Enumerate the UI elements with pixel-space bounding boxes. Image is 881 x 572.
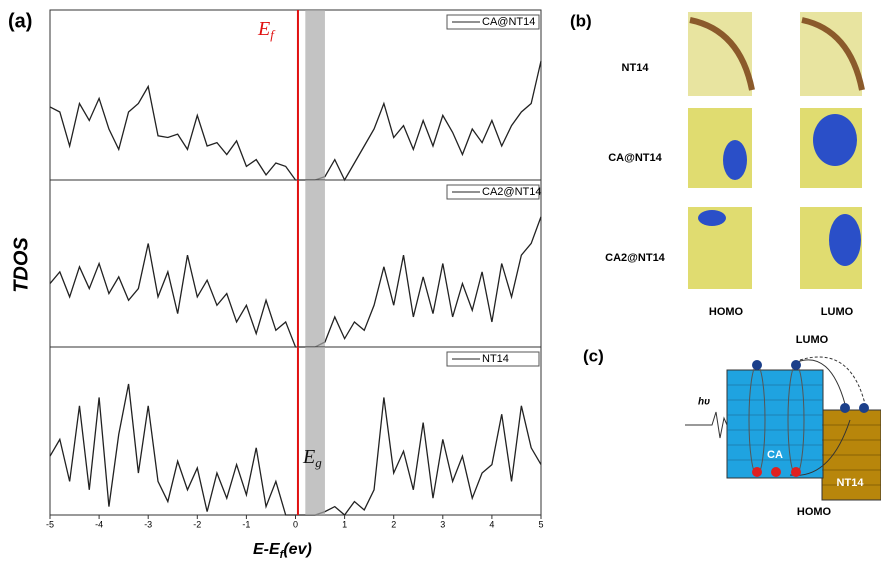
panel-label: (c) xyxy=(583,346,604,365)
orbital-image xyxy=(813,114,857,166)
x-tick-label: -1 xyxy=(242,519,250,529)
row-label: CA2@NT14 xyxy=(605,252,666,264)
x-tick-label: -2 xyxy=(193,519,201,529)
annotation: Eg xyxy=(302,446,322,470)
x-tick-label: 1 xyxy=(342,519,347,529)
x-tick-label: -5 xyxy=(46,519,54,529)
gap-band xyxy=(305,180,325,347)
dos-line xyxy=(49,383,542,516)
row-label: CA@NT14 xyxy=(608,152,662,164)
annotation-sub: g xyxy=(315,455,322,470)
legend-label: CA2@NT14 xyxy=(482,186,541,198)
orbital-image xyxy=(723,140,747,180)
plot-frame xyxy=(49,179,542,348)
transfer-arrow xyxy=(799,356,866,405)
x-axis-label-sub: f xyxy=(280,549,285,561)
hole xyxy=(752,467,762,477)
row-label: NT14 xyxy=(622,62,650,74)
x-tick-label: 3 xyxy=(440,519,445,529)
x-tick-label: 2 xyxy=(391,519,396,529)
hole xyxy=(771,467,781,477)
hole xyxy=(791,467,801,477)
x-tick-label: 5 xyxy=(538,519,543,529)
plot-frame xyxy=(49,9,542,181)
lumo-label: LUMO xyxy=(796,334,829,346)
homo-label: HOMO xyxy=(797,506,832,518)
electron xyxy=(791,360,801,370)
light-wave xyxy=(685,411,728,439)
electron xyxy=(752,360,762,370)
x-tick-label: -3 xyxy=(144,519,152,529)
orbital-image xyxy=(689,17,755,91)
dos-line xyxy=(49,216,542,348)
annotation-text: E xyxy=(257,18,270,40)
plot-frame xyxy=(49,346,542,516)
donor-box xyxy=(726,369,824,479)
legend-box xyxy=(446,14,540,30)
x-tick-label: -4 xyxy=(95,519,103,529)
light-label: hυ xyxy=(698,397,710,408)
gap-band xyxy=(305,347,325,515)
orbital-image xyxy=(829,214,861,266)
panel-label: (b) xyxy=(570,11,592,30)
transfer-arrow xyxy=(796,359,846,405)
legend-label: NT14 xyxy=(482,353,509,365)
x-tick-label: 0 xyxy=(293,519,298,529)
orbital-image xyxy=(698,210,726,226)
x-axis-label-text: E-E xyxy=(253,541,281,558)
donor-label: CA xyxy=(767,449,783,461)
acceptor-label: NT14 xyxy=(837,477,865,489)
column-label: LUMO xyxy=(821,306,854,318)
dos-line xyxy=(49,60,542,182)
x-axis-label-suffix: (ev) xyxy=(283,541,311,558)
annotation-sub: f xyxy=(270,27,276,42)
panel-label: (a) xyxy=(8,10,32,32)
legend-box xyxy=(446,351,540,367)
electron xyxy=(859,403,869,413)
x-axis-label: E-Ef(ev) xyxy=(253,541,312,561)
y-axis-label: TDOS xyxy=(10,237,32,293)
x-tick-label: 4 xyxy=(489,519,494,529)
column-label: HOMO xyxy=(709,306,744,318)
orbital-images xyxy=(688,12,865,289)
band-lines xyxy=(727,384,881,486)
electron xyxy=(840,403,850,413)
legend-box xyxy=(446,184,540,200)
orbital-image xyxy=(801,17,865,91)
annotation-text: E xyxy=(302,446,315,468)
annotation: Ef xyxy=(257,18,276,42)
legend-label: CA@NT14 xyxy=(482,16,535,28)
gap-band xyxy=(305,10,325,180)
